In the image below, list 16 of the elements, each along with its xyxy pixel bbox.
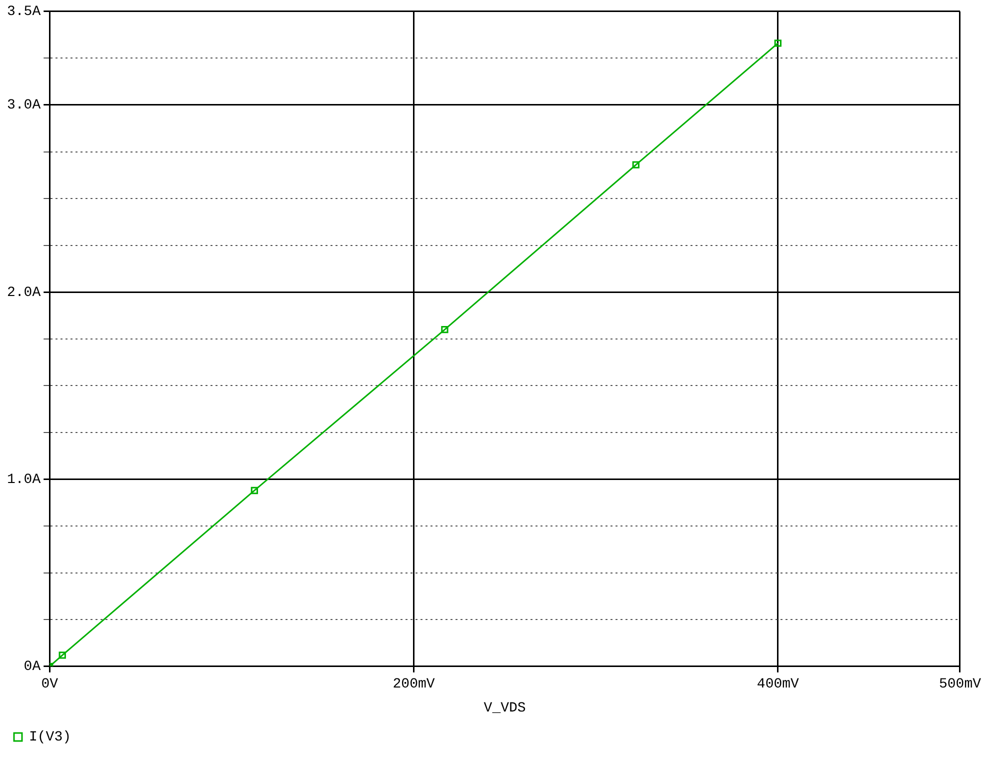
y-tick-label: 3.0A	[6, 98, 42, 114]
legend-label: I(V3)	[29, 730, 72, 746]
y-tick-label: 0A	[24, 659, 42, 676]
y-tick-label: 2.0A	[6, 284, 42, 301]
point	[441, 326, 448, 334]
x-axis-title: V_VDS	[484, 700, 526, 716]
point	[58, 652, 66, 659]
point	[250, 486, 258, 494]
point	[632, 161, 640, 168]
x-tick-label: 0V	[41, 676, 59, 693]
x-tick-label: 200mV	[392, 676, 436, 693]
y-tick-label: 1.0A	[6, 472, 42, 488]
x-tick-label: 400mV	[756, 676, 800, 693]
y-tick-label: 3.5A	[6, 4, 42, 20]
point	[774, 40, 782, 47]
x-tick-label: 500mV	[938, 676, 982, 693]
